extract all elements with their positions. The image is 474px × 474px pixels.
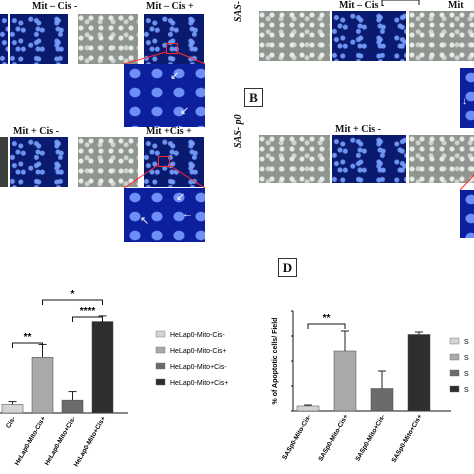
micrograph-a-zoom-2: ↙ ← ↖ [124, 188, 205, 242]
label-mit-minus-cis-minus: Mit – Cis - [32, 1, 78, 12]
y-axis-label: % of Apoptotic cells/ Field [272, 318, 279, 405]
bar [370, 388, 394, 412]
x-tick-label: SASp0-Mito-Cis- [281, 414, 313, 462]
micrograph-a-5 [0, 137, 8, 187]
label-mit-minus-cis-plus: Mit – Cis + [146, 1, 194, 12]
significance-bracket [12, 342, 43, 348]
micrograph-b-zoom-1: ↓ [460, 68, 474, 128]
significance-label: ** [323, 313, 331, 324]
x-tick-label: SASp0-Mito-Cis+ [317, 413, 349, 462]
arrow-marker: ↖ [140, 215, 150, 227]
legend-swatch [155, 330, 166, 338]
zoom-box [166, 43, 178, 54]
legend-label: S [464, 371, 469, 378]
label-mit-plus-cis-plus: Mit +Cis + [146, 126, 192, 137]
legend-swatch [449, 337, 460, 345]
bar [296, 405, 320, 412]
significance-bracket [307, 323, 346, 329]
legend-label: S [464, 339, 469, 346]
micrograph-b-3 [409, 11, 474, 61]
label-b-mit-plus-cis-minus: Mit + Cis - [335, 124, 381, 135]
legend-swatch [449, 385, 460, 393]
micrograph-b-4 [259, 135, 330, 183]
legend-label: S [464, 387, 469, 394]
micrograph-a-7 [78, 137, 138, 187]
legend-swatch [449, 369, 460, 377]
label-mit-plus-cis-minus: Mit + Cis - [13, 126, 59, 137]
arrow-marker: ↙ [180, 105, 190, 117]
significance-bracket [381, 0, 420, 5]
legend-label: HeLap0-Mito-Cis+ [170, 348, 227, 355]
micrograph-a-1 [0, 14, 8, 64]
significance-label: ** [24, 332, 32, 343]
x-tick-label: SASp0-Mito+Cis- [354, 414, 386, 463]
micrograph-b-2 [332, 11, 406, 61]
legend-swatch [155, 362, 166, 370]
legend-label: S [464, 355, 469, 362]
micrograph-b-5 [332, 135, 406, 183]
micrograph-a-zoom-1: ↙ ↙ [124, 64, 205, 127]
significance-bracket [42, 299, 103, 305]
micrograph-b-1 [259, 11, 330, 61]
x-tick-label: SASp0-Mito+Cis+ [391, 413, 424, 464]
legend-swatch [155, 346, 166, 354]
significance-bracket [72, 316, 103, 322]
micrograph-b-zoom-2 [460, 190, 474, 238]
legend-label: HeLap0-Mito+Cis- [170, 364, 227, 371]
panel-letter-b: B [244, 88, 263, 107]
arrow-marker: ↓ [462, 96, 467, 107]
arrow-marker: ↙ [176, 191, 186, 203]
arrow-marker: ↙ [170, 70, 180, 82]
zoom-box [158, 156, 170, 167]
legend-label: HeLap0-Mito-Cis- [170, 332, 226, 339]
label-b-extra: Mit [448, 0, 464, 11]
arrow-marker: ← [182, 208, 193, 220]
label-b-mit-minus-cis-minus: Mit – Cis - [339, 0, 385, 11]
legend-swatch [449, 353, 460, 361]
micrograph-b-6 [409, 135, 474, 183]
bar [407, 334, 431, 412]
legend-label: HeLap0-Mito+Cis+ [170, 380, 228, 387]
micrograph-a-6 [10, 137, 68, 187]
bar [333, 350, 357, 412]
significance-label: * [71, 289, 75, 300]
significance-label: **** [80, 306, 96, 317]
micrograph-a-2 [10, 14, 68, 64]
legend-swatch [155, 378, 166, 386]
panel-letter-d: D [278, 258, 297, 277]
